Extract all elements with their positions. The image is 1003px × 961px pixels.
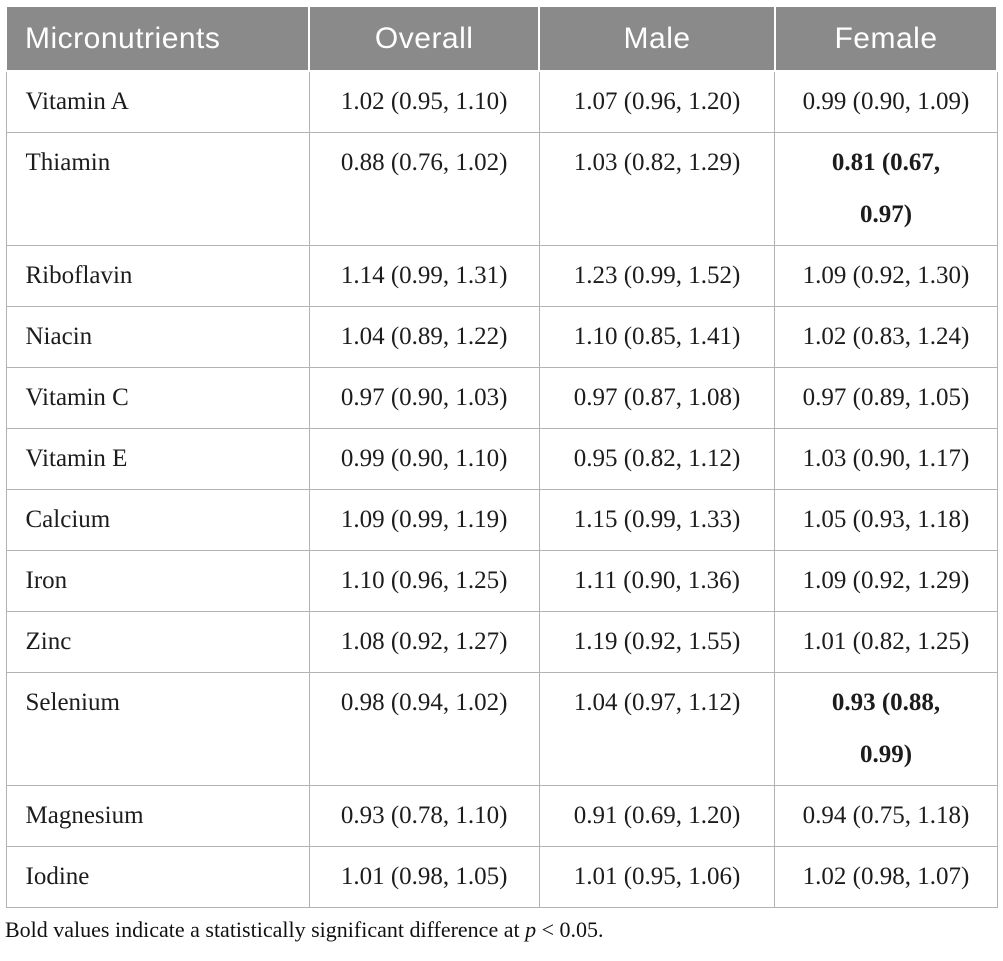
table-footnote: Bold values indicate a statistically sig… [5,917,998,943]
cell-female: 1.02 (0.98, 1.07) [774,846,998,908]
cell-overall: 1.09 (0.99, 1.19) [308,489,540,551]
table-row: Magnesium 0.93 (0.78, 1.10) 0.91 (0.69, … [5,785,998,847]
cell-overall: 1.10 (0.96, 1.25) [308,550,540,612]
header-male: Male [538,5,776,72]
cell-male: 0.97 (0.87, 1.08) [538,367,776,429]
cell-male: 1.03 (0.82, 1.29) [538,132,776,246]
table-row: Vitamin E 0.99 (0.90, 1.10) 0.95 (0.82, … [5,428,998,490]
cell-overall: 1.01 (0.98, 1.05) [308,846,540,908]
footnote-text: Bold values indicate a statistically sig… [5,917,526,942]
cell-overall: 1.04 (0.89, 1.22) [308,306,540,368]
cell-micronutrient: Calcium [5,489,310,551]
cell-micronutrient: Vitamin C [5,367,310,429]
cell-micronutrient: Iodine [5,846,310,908]
header-row: Micronutrients Overall Male Female [4,5,999,72]
cell-female-significant: 0.93 (0.88, 0.99) [774,672,998,786]
cell-micronutrient: Selenium [5,672,310,786]
cell-micronutrient: Magnesium [5,785,310,847]
cell-male: 1.15 (0.99, 1.33) [538,489,776,551]
cell-micronutrient: Iron [5,550,310,612]
table-row: Iron 1.10 (0.96, 1.25) 1.11 (0.90, 1.36)… [5,550,998,612]
cell-overall: 0.98 (0.94, 1.02) [308,672,540,786]
cell-male: 1.10 (0.85, 1.41) [538,306,776,368]
cell-female: 0.94 (0.75, 1.18) [774,785,998,847]
cell-female: 1.05 (0.93, 1.18) [774,489,998,551]
table-row: Vitamin A 1.02 (0.95, 1.10) 1.07 (0.96, … [5,70,998,133]
cell-micronutrient: Vitamin A [5,70,310,133]
cell-overall: 1.02 (0.95, 1.10) [308,70,540,133]
table-row: Vitamin C 0.97 (0.90, 1.03) 0.97 (0.87, … [5,367,998,429]
cell-male: 1.01 (0.95, 1.06) [538,846,776,908]
cell-male: 0.95 (0.82, 1.12) [538,428,776,490]
cell-female: 1.01 (0.82, 1.25) [774,611,998,673]
table-header: Micronutrients Overall Male Female [4,5,999,72]
table-row: Thiamin 0.88 (0.76, 1.02) 1.03 (0.82, 1.… [5,132,998,246]
cell-micronutrient: Riboflavin [5,245,310,307]
cell-overall: 1.08 (0.92, 1.27) [308,611,540,673]
cell-overall: 0.97 (0.90, 1.03) [308,367,540,429]
cell-female: 0.97 (0.89, 1.05) [774,367,998,429]
cell-micronutrient: Thiamin [5,132,310,246]
table-row: Zinc 1.08 (0.92, 1.27) 1.19 (0.92, 1.55)… [5,611,998,673]
cell-male: 0.91 (0.69, 1.20) [538,785,776,847]
table-row: Iodine 1.01 (0.98, 1.05) 1.01 (0.95, 1.0… [5,846,998,908]
cell-female: 0.99 (0.90, 1.09) [774,70,998,133]
header-overall: Overall [308,5,541,72]
cell-micronutrient: Niacin [5,306,310,368]
header-female: Female [773,5,999,72]
cell-female-significant: 0.81 (0.67, 0.97) [774,132,998,246]
cell-male: 1.07 (0.96, 1.20) [538,70,776,133]
table-row: Niacin 1.04 (0.89, 1.22) 1.10 (0.85, 1.4… [5,306,998,368]
cell-female: 1.09 (0.92, 1.29) [774,550,998,612]
cell-micronutrient: Vitamin E [5,428,310,490]
cell-overall: 0.93 (0.78, 1.10) [308,785,540,847]
cell-overall: 0.88 (0.76, 1.02) [308,132,540,246]
cell-female: 1.09 (0.92, 1.30) [774,245,998,307]
table-row: Calcium 1.09 (0.99, 1.19) 1.15 (0.99, 1.… [5,489,998,551]
cell-micronutrient: Zinc [5,611,310,673]
micronutrients-table: Micronutrients Overall Male Female Vitam… [4,5,999,908]
cell-male: 1.19 (0.92, 1.55) [538,611,776,673]
footnote-p-symbol: p [525,917,537,942]
cell-male: 1.11 (0.90, 1.36) [538,550,776,612]
header-micronutrients: Micronutrients [4,5,311,72]
cell-male: 1.04 (0.97, 1.12) [538,672,776,786]
table-row: Selenium 0.98 (0.94, 1.02) 1.04 (0.97, 1… [5,672,998,786]
cell-overall: 0.99 (0.90, 1.10) [308,428,540,490]
table-body: Vitamin A 1.02 (0.95, 1.10) 1.07 (0.96, … [5,70,998,908]
footnote-threshold: < 0.05. [536,917,604,942]
cell-female: 1.02 (0.83, 1.24) [774,306,998,368]
cell-overall: 1.14 (0.99, 1.31) [308,245,540,307]
table-row: Riboflavin 1.14 (0.99, 1.31) 1.23 (0.99,… [5,245,998,307]
cell-female: 1.03 (0.90, 1.17) [774,428,998,490]
cell-male: 1.23 (0.99, 1.52) [538,245,776,307]
